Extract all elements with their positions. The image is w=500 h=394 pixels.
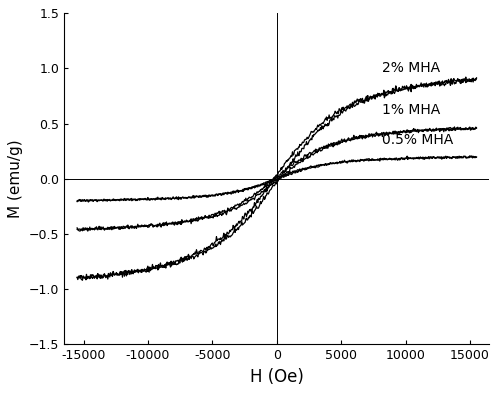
X-axis label: H (Oe): H (Oe) [250, 368, 304, 386]
Y-axis label: M (emu/g): M (emu/g) [8, 139, 24, 218]
Text: 1% MHA: 1% MHA [382, 103, 440, 117]
Text: 2% MHA: 2% MHA [382, 61, 440, 76]
Text: 0.5% MHA: 0.5% MHA [382, 133, 454, 147]
